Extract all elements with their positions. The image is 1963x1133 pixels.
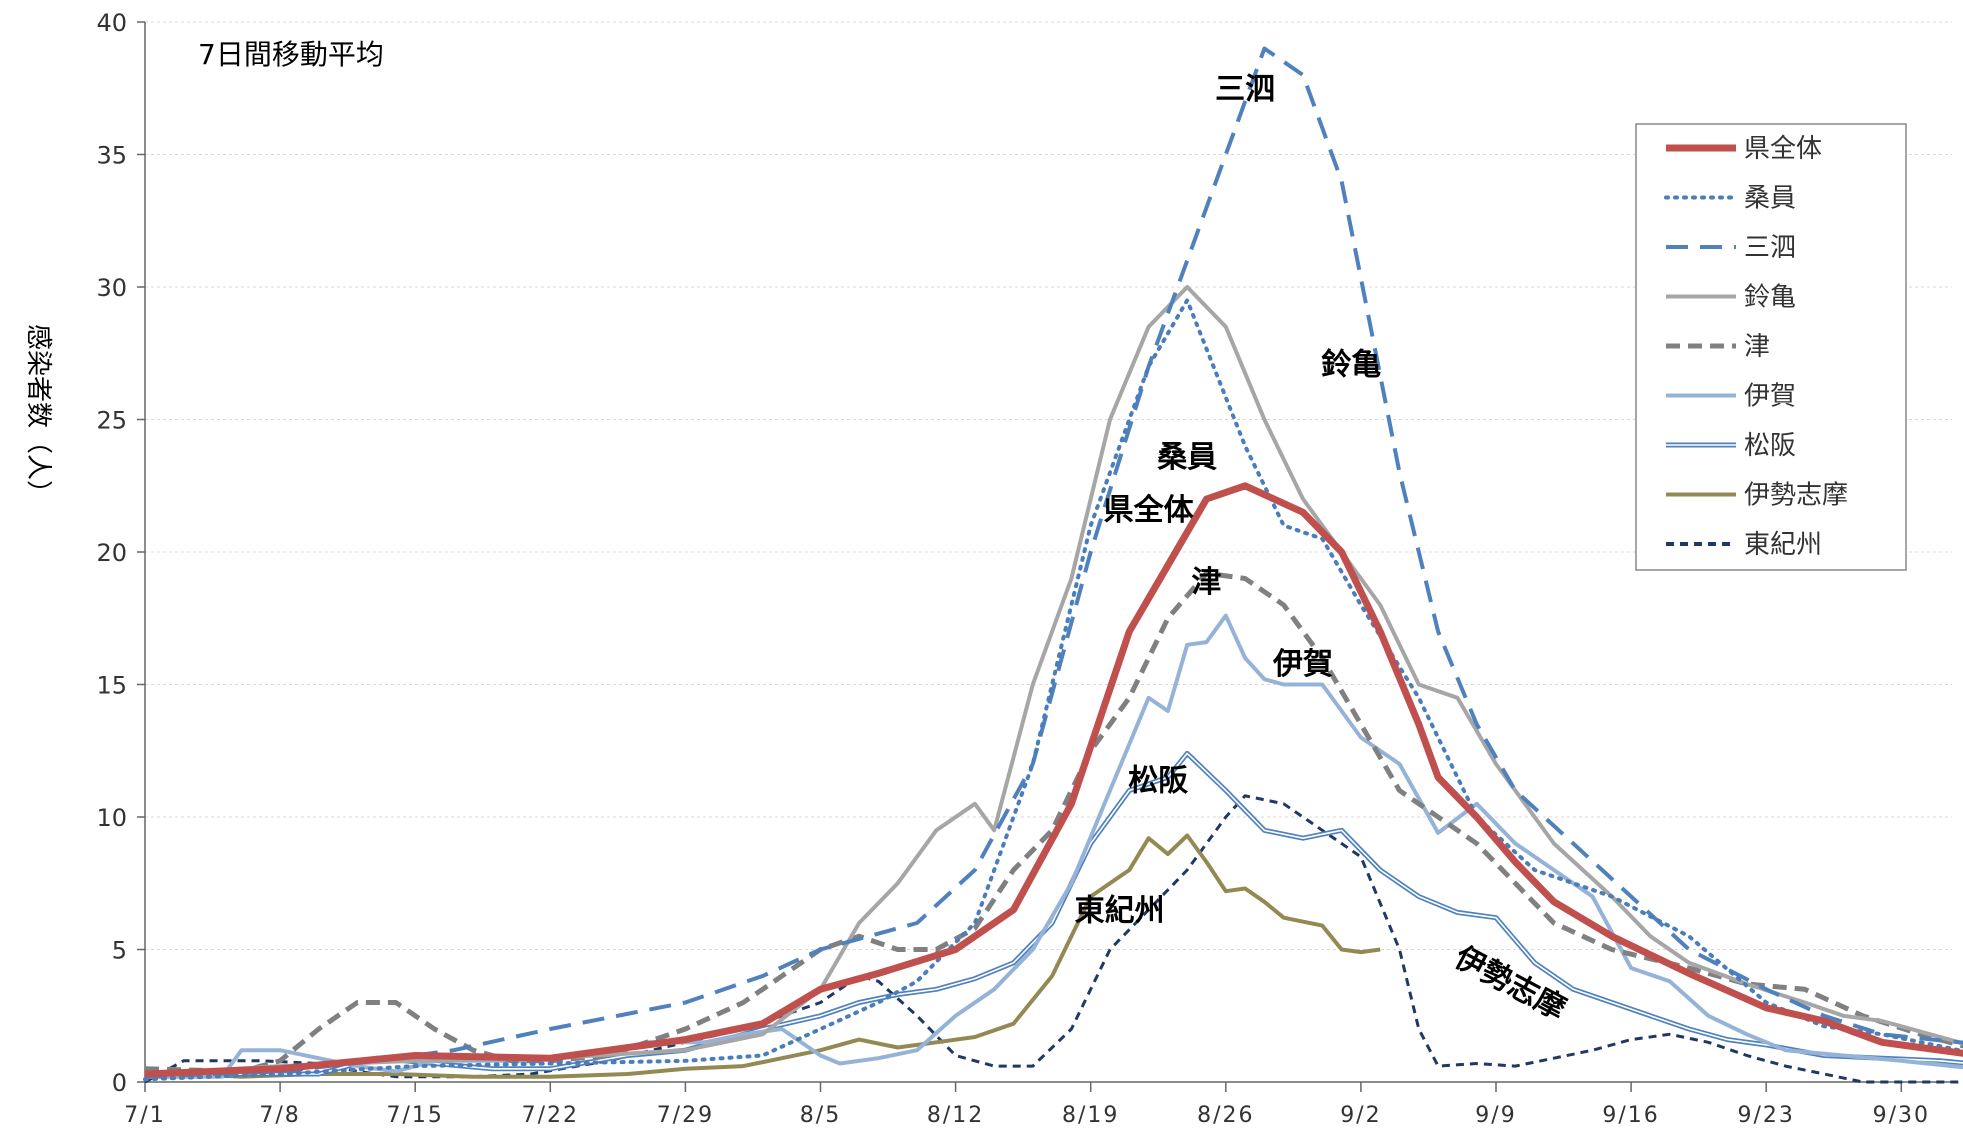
series-line <box>144 570 1963 1074</box>
series-callout-label: 県全体 <box>1104 493 1195 528</box>
legend-label: 桑員 <box>1744 184 1796 214</box>
legend-label: 津 <box>1744 332 1770 362</box>
y-tick-label: 15 <box>96 672 127 700</box>
series-callout-label: 三泗 <box>1215 72 1275 107</box>
x-tick-label: 8/5 <box>800 1103 841 1128</box>
x-tick-label: 7/1 <box>124 1103 165 1128</box>
x-tick-label: 9/9 <box>1475 1103 1516 1128</box>
series-callout-label: 松阪 <box>1128 764 1188 799</box>
series-layer <box>143 46 1963 1084</box>
y-tick-label: 25 <box>96 407 127 435</box>
series-callout-label: 津 <box>1192 565 1222 600</box>
chart-annotation: 7日間移動平均 <box>198 38 384 71</box>
y-tick-label: 20 <box>96 539 127 567</box>
series-line-inner <box>144 752 1963 1078</box>
series-line <box>143 298 1963 1082</box>
series-line <box>144 482 1963 1078</box>
legend-label: 伊勢志摩 <box>1744 481 1848 511</box>
series-line <box>144 794 1963 1084</box>
x-tick-label: 7/22 <box>522 1103 579 1128</box>
y-axis-label: 感染者数（人） <box>23 324 53 506</box>
series-callout-label: 鈴亀 <box>1321 347 1381 382</box>
y-tick-label: 30 <box>96 274 127 302</box>
series-line <box>144 46 1963 1079</box>
x-tick-label: 9/16 <box>1602 1103 1659 1128</box>
x-tick-label: 7/29 <box>657 1103 714 1128</box>
y-tick-label: 40 <box>96 9 127 37</box>
y-tick-label: 0 <box>112 1069 127 1097</box>
y-axis: 0 5 10 15 20 25 30 35 40 <box>96 9 146 1097</box>
legend-label: 松阪 <box>1744 431 1796 461</box>
x-tick-label: 9/23 <box>1737 1103 1794 1128</box>
x-tick-label: 7/15 <box>386 1103 443 1128</box>
legend-label: 東紀州 <box>1744 530 1822 560</box>
y-tick-label: 10 <box>96 804 127 832</box>
legend-label: 三泗 <box>1744 233 1796 263</box>
x-axis: 7/1 7/8 7/15 7/22 7/29 8/5 8/12 8/19 8/26 9/2 9/9 9… <box>124 1081 1952 1128</box>
x-tick-label: 8/19 <box>1062 1103 1119 1128</box>
legend-label: 県全体 <box>1744 134 1822 164</box>
x-tick-label: 7/8 <box>259 1103 300 1128</box>
series-callout-label: 桑員 <box>1157 440 1217 475</box>
gridlines <box>145 21 1952 950</box>
series-callout-label: 伊賀 <box>1272 647 1333 682</box>
series-callout-label: 伊勢志摩 <box>1448 939 1571 1027</box>
y-tick-label: 5 <box>112 937 127 965</box>
x-tick-label: 9/30 <box>1873 1103 1930 1128</box>
legend-label: 伊賀 <box>1744 382 1796 412</box>
x-tick-label: 9/2 <box>1340 1103 1381 1128</box>
legend-label: 鈴亀 <box>1744 283 1796 313</box>
x-tick-label: 8/26 <box>1197 1103 1254 1128</box>
x-tick-label: 8/12 <box>927 1103 984 1128</box>
series-line <box>144 833 1381 1079</box>
series-callout-label: 東紀州 <box>1075 893 1165 928</box>
y-tick-label: 35 <box>96 142 127 170</box>
